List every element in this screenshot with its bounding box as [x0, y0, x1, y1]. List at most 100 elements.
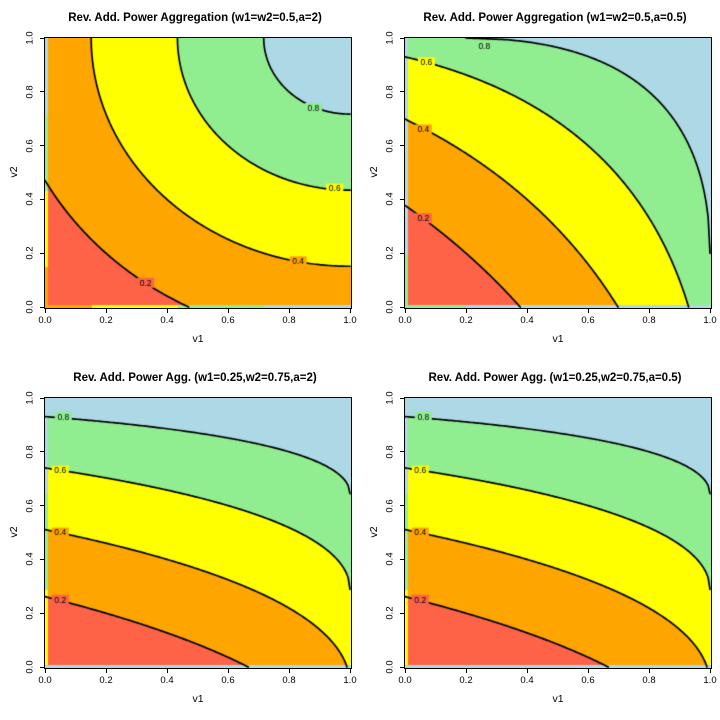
x-tick-label: 0.0 [38, 675, 52, 686]
y-tick-label: 0.4 [24, 192, 36, 206]
y-tick [400, 666, 404, 668]
x-tick-label: 0.8 [282, 675, 296, 686]
x-tick-label: 0.0 [38, 315, 52, 326]
y-tick-label: 0.6 [24, 498, 36, 513]
y-tick [400, 252, 404, 254]
x-tick-label: 0.2 [459, 675, 473, 686]
y-tick-label: 0.6 [24, 138, 36, 153]
y-tick-label: 1.0 [24, 391, 36, 405]
x-tick [227, 669, 229, 673]
x-tick [648, 669, 650, 673]
y-axis-label: v2 [8, 166, 20, 178]
x-tick [349, 309, 351, 313]
panel-title: Rev. Add. Power Agg. (w1=0.25,w2=0.75,a=… [73, 372, 317, 384]
x-tick-label: 0.8 [642, 315, 656, 326]
x-tick [587, 669, 589, 673]
plot-area: v1 v2 0.0 0.2 0.4 0.6 0.8 1.0 0.0 0.2 0.4 0.6 0.8 1… [360, 0, 720, 360]
y-tick [400, 91, 404, 93]
y-axis-label: v2 [368, 166, 380, 178]
y-tick-label: 0.2 [24, 246, 36, 260]
x-axis-label: v1 [552, 693, 564, 705]
panel-bottom-left: Rev. Add. Power Agg. (w1=0.25,w2=0.75,a=… [0, 360, 360, 720]
panel-top-right: Rev. Add. Power Aggregation (w1=w2=0.5,a… [360, 0, 720, 360]
x-tick [526, 669, 528, 673]
y-tick [400, 612, 404, 614]
y-tick [40, 397, 44, 399]
y-tick-label: 0.2 [24, 606, 36, 620]
x-tick [227, 309, 229, 313]
y-axis-label: v2 [368, 526, 380, 538]
x-tick-label: 0.8 [642, 675, 656, 686]
panel-title: Rev. Add. Power Aggregation (w1=w2=0.5,a… [423, 12, 687, 24]
y-tick [40, 252, 44, 254]
x-tick-label: 0.6 [581, 315, 595, 326]
x-tick-label: 0.6 [221, 315, 235, 326]
x-tick [166, 669, 168, 673]
y-tick-label: 0.6 [384, 138, 396, 153]
x-tick [709, 309, 711, 313]
panel-bottom-right: Rev. Add. Power Agg. (w1=0.25,w2=0.75,a=… [360, 360, 720, 720]
y-tick-label: 0.6 [384, 498, 396, 513]
y-tick [40, 612, 44, 614]
y-tick-label: 0.8 [384, 85, 396, 99]
y-tick [40, 666, 44, 668]
y-tick-label: 0.2 [384, 246, 396, 260]
y-tick [400, 306, 404, 308]
x-tick [44, 669, 46, 673]
y-tick-label: 0.0 [24, 660, 36, 674]
y-tick-label: 1.0 [384, 391, 396, 405]
panel-title: Rev. Add. Power Agg. (w1=0.25,w2=0.75,a=… [428, 372, 682, 384]
y-tick-label: 1.0 [24, 31, 36, 45]
x-tick-label: 0.0 [398, 315, 412, 326]
y-tick-label: 0.2 [384, 606, 396, 620]
y-tick [400, 37, 404, 39]
contour-plot-canvas [44, 37, 352, 309]
plot-area: v1 v2 0.0 0.2 0.4 0.6 0.8 1.0 0.0 0.2 0.4 0.6 0.8 1… [360, 360, 720, 720]
x-tick [288, 669, 290, 673]
x-tick-label: 0.4 [160, 315, 174, 326]
y-axis-label: v2 [8, 526, 20, 538]
y-tick [40, 558, 44, 560]
plot-area: v1 v2 0.0 0.2 0.4 0.6 0.8 1.0 0.0 0.2 0.4 0.6 0.8 1… [0, 0, 360, 360]
x-tick [465, 309, 467, 313]
contour-plot-canvas [44, 397, 352, 669]
x-tick [349, 669, 351, 673]
y-tick [400, 451, 404, 453]
contour-plot-canvas [404, 37, 712, 309]
x-tick-label: 0.4 [520, 675, 534, 686]
x-tick-label: 1.0 [703, 675, 717, 686]
y-tick-label: 0.0 [384, 300, 396, 314]
y-tick [40, 37, 44, 39]
plot-area: v1 v2 0.0 0.2 0.4 0.6 0.8 1.0 0.0 0.2 0.4 0.6 0.8 1… [0, 360, 360, 720]
y-tick [40, 91, 44, 93]
x-tick [166, 309, 168, 313]
x-tick [404, 309, 406, 313]
x-tick [709, 669, 711, 673]
y-tick [40, 451, 44, 453]
y-tick-label: 0.0 [24, 300, 36, 314]
x-axis-label: v1 [192, 333, 204, 345]
x-tick [648, 309, 650, 313]
x-tick [105, 669, 107, 673]
x-tick-label: 0.2 [459, 315, 473, 326]
y-tick-label: 0.8 [384, 445, 396, 459]
y-tick-label: 0.4 [24, 552, 36, 566]
y-tick [400, 558, 404, 560]
x-tick-label: 0.6 [221, 675, 235, 686]
y-tick [40, 198, 44, 200]
y-tick-label: 0.4 [384, 192, 396, 206]
y-tick [400, 198, 404, 200]
x-tick-label: 0.0 [398, 675, 412, 686]
y-tick [40, 145, 44, 147]
x-tick-label: 0.2 [99, 675, 113, 686]
y-tick-label: 0.4 [384, 552, 396, 566]
x-axis-label: v1 [192, 693, 204, 705]
x-tick [526, 309, 528, 313]
y-tick [400, 145, 404, 147]
y-tick [400, 397, 404, 399]
x-tick-label: 0.4 [520, 315, 534, 326]
x-tick-label: 0.2 [99, 315, 113, 326]
y-tick-label: 0.0 [384, 660, 396, 674]
x-tick-label: 0.4 [160, 675, 174, 686]
